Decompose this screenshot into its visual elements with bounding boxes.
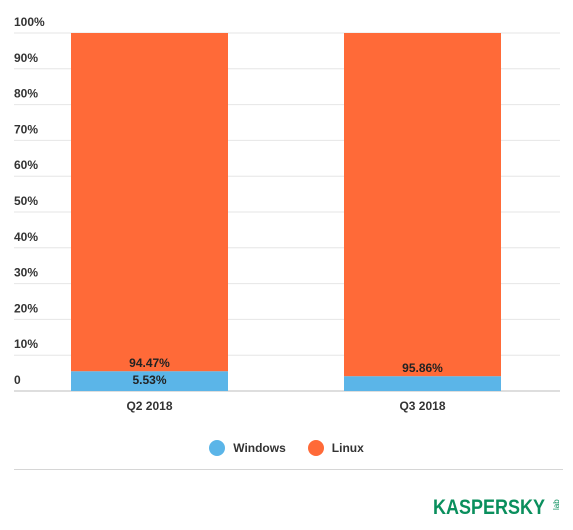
kaspersky-lab-logo: KASPERSKY lab bbox=[433, 488, 563, 522]
kaspersky-logo-mark: KASPERSKY lab bbox=[433, 496, 561, 519]
data-label-linux-1: 94.47% bbox=[129, 356, 170, 370]
bar-windows-2[interactable] bbox=[344, 376, 501, 391]
svg-text:KASPERSKY: KASPERSKY bbox=[433, 496, 545, 519]
legend-item-windows[interactable]: Windows bbox=[209, 440, 286, 456]
stacked-bar-chart: 0 10% 20% 30% 40% 50% 60% 70% 80% 90% 100% 5.53% 94… bbox=[14, 15, 560, 413]
data-label-linux-2: 95.86% bbox=[402, 361, 443, 375]
x-axis-categories: Q2 2018 Q3 2018 bbox=[126, 399, 445, 413]
legend-label-windows: Windows bbox=[233, 441, 286, 455]
y-tick-label: 70% bbox=[14, 122, 38, 136]
y-tick-label: 20% bbox=[14, 301, 38, 315]
svg-text:lab: lab bbox=[552, 499, 561, 510]
data-label-windows-1: 5.53% bbox=[132, 373, 166, 387]
y-tick-label: 90% bbox=[14, 51, 38, 65]
legend-swatch-windows bbox=[209, 440, 226, 456]
y-tick-label: 40% bbox=[14, 230, 38, 244]
legend: Windows Linux bbox=[0, 438, 573, 458]
y-tick-label: 30% bbox=[14, 266, 38, 280]
bar-linux-2[interactable] bbox=[344, 33, 501, 377]
bar-linux-1[interactable] bbox=[71, 33, 228, 372]
footer-divider bbox=[14, 469, 563, 470]
legend-label-linux: Linux bbox=[331, 441, 364, 455]
y-tick-label: 60% bbox=[14, 158, 38, 172]
data-labels: 5.53% 94.47% 95.86% bbox=[129, 356, 443, 387]
y-tick-label: 10% bbox=[14, 337, 38, 351]
bar-windows-1[interactable] bbox=[71, 371, 228, 391]
x-category-label: Q2 2018 bbox=[126, 399, 172, 413]
legend-swatch-linux bbox=[307, 440, 324, 456]
legend-item-linux[interactable]: Linux bbox=[307, 440, 364, 456]
x-category-label: Q3 2018 bbox=[399, 399, 445, 413]
y-axis-ticks: 0 10% 20% 30% 40% 50% 60% 70% 80% 90% 100% bbox=[14, 15, 45, 387]
y-tick-label: 80% bbox=[14, 87, 38, 101]
y-tick-label: 0 bbox=[14, 373, 21, 387]
y-tick-label: 50% bbox=[14, 194, 38, 208]
bars bbox=[71, 33, 501, 391]
y-tick-label: 100% bbox=[14, 15, 45, 29]
